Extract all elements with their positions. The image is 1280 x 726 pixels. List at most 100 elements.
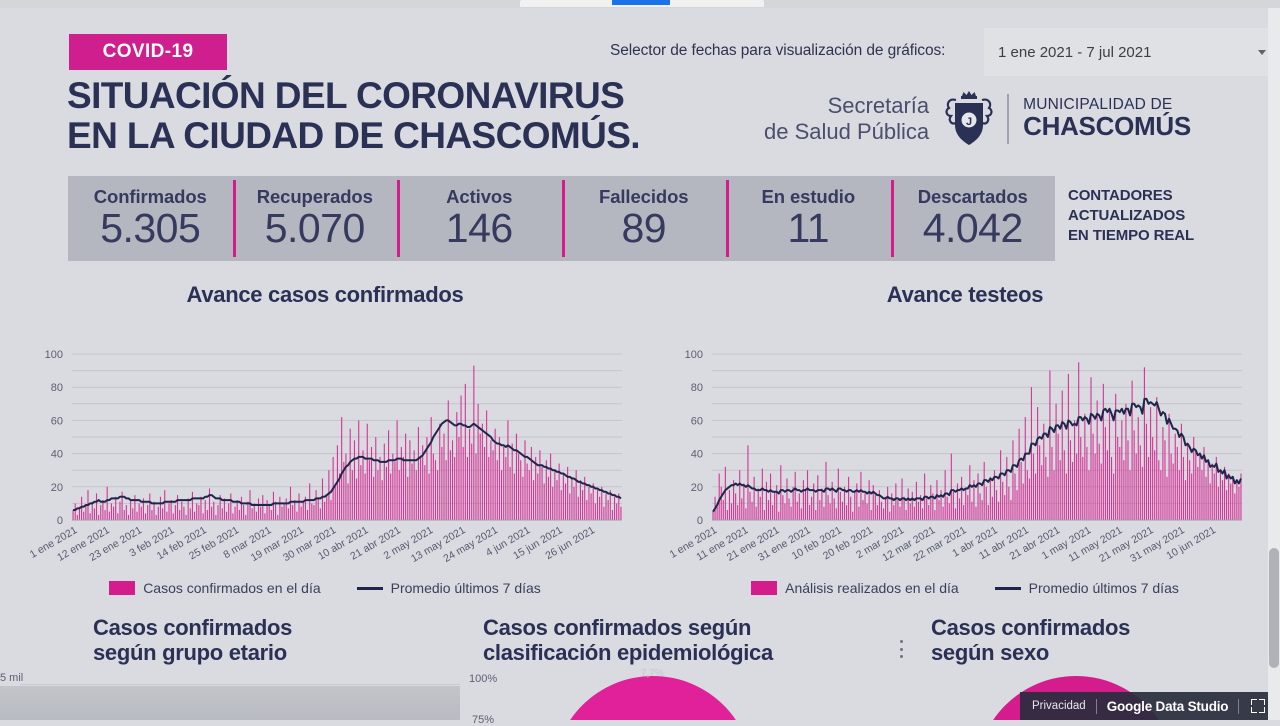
counter-label: Activos [446, 186, 513, 208]
legend-label: Análisis realizados en el día [785, 580, 959, 596]
svg-text:J: J [966, 116, 972, 128]
svg-text:100: 100 [45, 349, 63, 361]
section-title-sexo: Casos confirmados según sexo [931, 615, 1231, 665]
chart-title: Avance testeos [886, 282, 1044, 307]
counter-value: 11 [787, 205, 830, 252]
counters-note: CONTADORES ACTUALIZADOS EN TIEMPO REAL [1068, 186, 1194, 245]
counter-descartados: Descartados 4.042 [890, 176, 1056, 261]
municipalidad-line-1: MUNICIPALIDAD DE [1023, 96, 1173, 114]
privacy-link[interactable]: Privacidad [1032, 700, 1086, 712]
section-title-line-2: clasificación epidemiológica [483, 640, 773, 666]
counter-value: 5.070 [264, 205, 366, 252]
chevron-down-icon [1258, 49, 1266, 55]
svg-text:100: 100 [685, 349, 703, 361]
scrollbar-thumb[interactable] [1269, 548, 1279, 668]
active-tab-indicator [612, 0, 670, 5]
svg-text:60: 60 [51, 415, 63, 427]
donut-slices [553, 676, 753, 720]
counter-label: Descartados [917, 186, 1028, 208]
chart-plot-area: 0 20 40 60 80 100 1 ene 2021 12 ene 2021 23 ene … [0, 308, 650, 593]
svg-text:40: 40 [51, 449, 63, 461]
counter-label: En estudio [761, 186, 856, 208]
counter-recuperados: Recuperados 5.070 [232, 176, 398, 261]
covid-badge: COVID-19 [69, 34, 227, 70]
legend-label: Promedio últimos 7 días [390, 580, 541, 596]
footer-bar: Privacidad Google Data Studio [1020, 692, 1280, 720]
counter-label: Recuperados [256, 186, 373, 208]
page-scrollbar[interactable] [1268, 8, 1280, 720]
institutional-logo: Secretaría de Salud Pública J MUNICIPALI… [764, 88, 1191, 150]
footer-divider [1238, 698, 1240, 714]
secretaria-line-1: Secretaría [827, 93, 930, 119]
chart-legend: Casos confirmados en el día Promedio últ… [0, 580, 650, 596]
counter-fallecidos: Fallecidos 89 [561, 176, 727, 261]
fullscreen-icon[interactable] [1251, 699, 1266, 713]
date-selector-label: Selector de fechas para visualización de… [610, 42, 946, 59]
section-title-line-1: Casos confirmados [931, 615, 1131, 640]
page-title-line-1: SITUACIÓN DEL CORONAVIRUS [67, 75, 625, 116]
counter-confirmados: Confirmados 5.305 [68, 176, 233, 261]
legend-item-average: Promedio últimos 7 días [994, 580, 1179, 596]
chart-avance-casos-confirmados[interactable]: Avance casos confirmados 0 20 40 60 80 100 1 e… [0, 276, 650, 596]
donut-slice-label: 7,7% [641, 668, 664, 679]
counter-activos: Activos 146 [397, 176, 562, 261]
age-chart-axis-label: 5 mil [0, 672, 24, 684]
age-chart-partial[interactable] [0, 686, 460, 720]
legend-bar-swatch [109, 581, 136, 595]
chart-plot-area: 0 20 40 60 80 100 1 ene 2021 11 ene 2021 21 ene … [650, 308, 1280, 593]
legend-item-bars: Análisis realizados en el día [751, 580, 959, 596]
counter-label: Confirmados [93, 186, 207, 208]
covid-badge-label: COVID-19 [102, 41, 194, 62]
chart-avance-testeos[interactable]: Avance testeos 0 20 40 60 80 100 1 ene 2021 11 … [650, 276, 1280, 596]
secretaria-salud-text: Secretaría de Salud Pública [764, 93, 929, 145]
municipalidad-text: MUNICIPALIDAD DE CHASCOMÚS [1023, 96, 1191, 142]
class-chart-axis-label-top: 100% [469, 673, 498, 685]
counters-strip: Confirmados 5.305 Recuperados 5.070 Acti… [68, 176, 1055, 261]
svg-text:80: 80 [691, 382, 703, 394]
section-title-clasificacion-epidemiologica: Casos confirmados según clasificación ep… [483, 615, 843, 665]
counter-value: 146 [445, 205, 513, 252]
secretaria-line-2: de Salud Pública [764, 119, 930, 144]
section-title-grupo-etario: Casos confirmados según grupo etario [93, 615, 423, 665]
svg-text:60: 60 [691, 415, 703, 427]
chart-legend: Análisis realizados en el día Promedio ú… [650, 580, 1280, 596]
footer-divider [1095, 698, 1097, 714]
section-title-line-2: según grupo etario [93, 640, 287, 666]
svg-text:0: 0 [57, 515, 63, 527]
date-range-dropdown[interactable]: 1 ene 2021 - 7 jul 2021 [984, 28, 1280, 76]
svg-text:20: 20 [51, 482, 63, 494]
legend-item-bars: Casos confirmados en el día [109, 580, 321, 596]
legend-label: Casos confirmados en el día [143, 580, 321, 596]
chart-title: Avance casos confirmados [186, 282, 464, 307]
page-title: SITUACIÓN DEL CORONAVIRUS EN LA CIUDAD D… [67, 76, 767, 156]
age-chart-gridline [20, 684, 460, 685]
legend-line-swatch [356, 586, 383, 590]
counters-note-line-1: CONTADORES [1068, 187, 1173, 204]
counter-value: 5.305 [100, 205, 201, 252]
legend-bar-swatch [751, 581, 778, 595]
logo-divider [1007, 94, 1010, 144]
counters-note-line-2: ACTUALIZADOS [1068, 206, 1186, 224]
date-range-value: 1 ene 2021 - 7 jul 2021 [998, 43, 1152, 61]
section-title-line-1: Casos confirmados [93, 615, 293, 640]
legend-line-swatch [994, 586, 1021, 590]
data-studio-brand: Google Data Studio [1106, 698, 1229, 714]
svg-text:80: 80 [51, 382, 63, 394]
browser-tab-strip [0, 0, 1280, 8]
class-chart-axis-label-mid: 75% [472, 714, 495, 726]
page-title-line-2: EN LA CIUDAD DE CHASCOMÚS. [67, 114, 641, 156]
svg-text:0: 0 [697, 515, 703, 527]
date-selector-row: Selector de fechas para visualización de… [610, 28, 1280, 76]
legend-item-average: Promedio últimos 7 días [356, 580, 541, 596]
counter-label: Fallecidos [599, 186, 689, 208]
legend-label: Promedio últimos 7 días [1028, 580, 1179, 596]
donut-chart-clasificacion[interactable] [553, 676, 753, 720]
counter-en-estudio: En estudio 11 [726, 176, 891, 261]
more-options-icon[interactable] [900, 640, 904, 658]
section-title-line-1: Casos confirmados según [483, 615, 752, 640]
svg-text:20: 20 [691, 482, 703, 494]
municipal-crest-icon: J [941, 90, 997, 148]
municipalidad-line-2: CHASCOMÚS [1023, 111, 1191, 142]
